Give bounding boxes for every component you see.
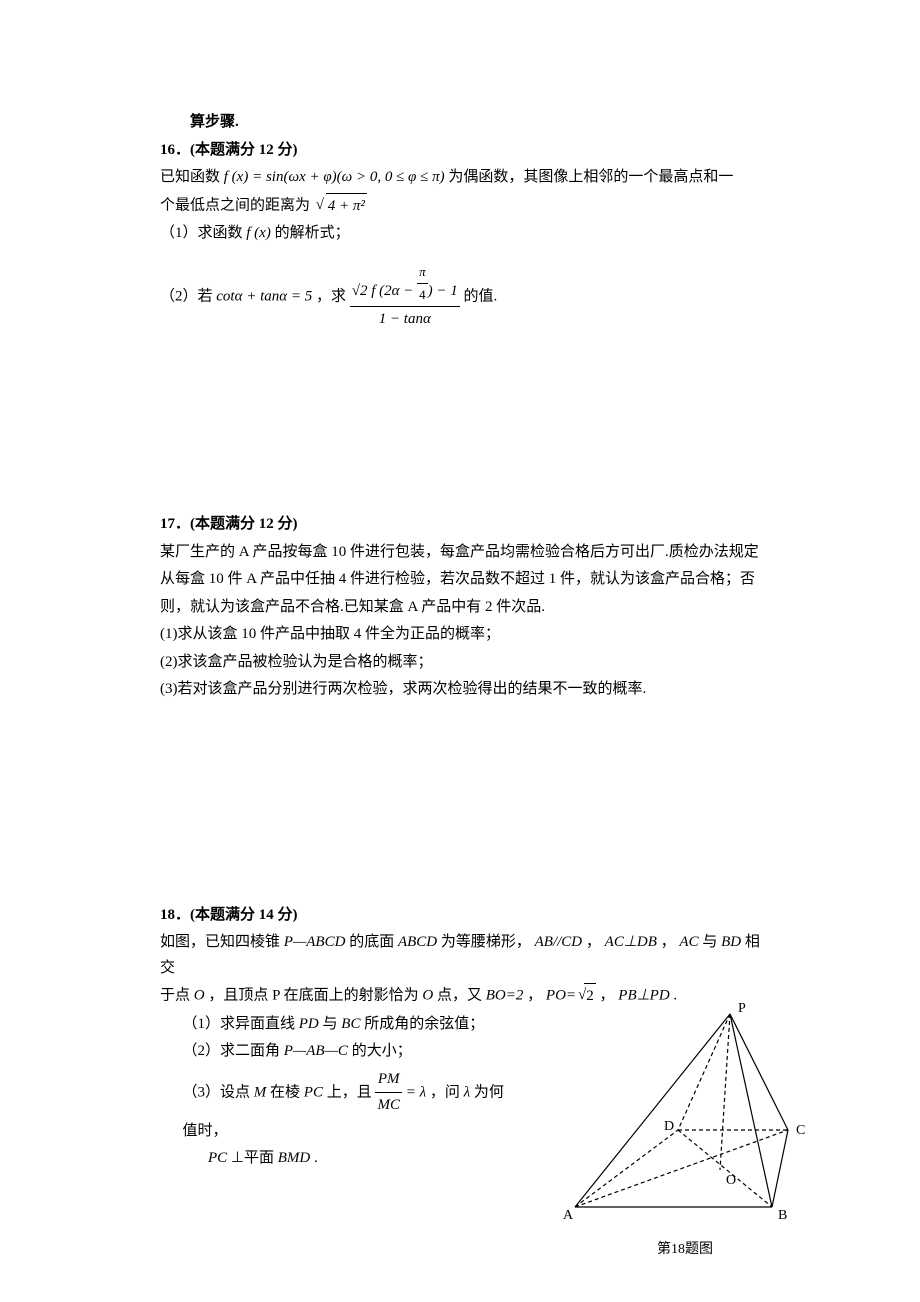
t: 于点: [160, 988, 194, 1004]
t: AC⊥DB: [605, 934, 657, 950]
q18-body-with-figure: （1）求异面直线 PD 与 BC 所成角的余弦值； （2）求二面角 P—AB—C…: [160, 1012, 760, 1172]
pi-over-4-den: 4: [417, 284, 428, 306]
t: 的底面: [349, 934, 398, 950]
q17-l2: 从每盒 10 件 A 产品中任抽 4 件进行检验，若次品数不超过 1 件，就认为…: [160, 567, 760, 593]
t: 在棱: [270, 1084, 304, 1100]
t: PD: [299, 1016, 319, 1032]
pi-over-4: π4: [417, 261, 428, 306]
q18-figure-caption: 第18题图: [560, 1238, 810, 1262]
q18-p4: PC ⊥平面 BMD .: [160, 1146, 510, 1172]
t: BMD: [278, 1150, 311, 1166]
exam-page: 算步骤. 16．(本题满分 12 分) 已知函数 f (x) = sin(ωx …: [0, 0, 920, 1234]
t: 与: [702, 934, 721, 950]
t: λ: [464, 1084, 471, 1100]
q16-p1-post: 的解析式；: [275, 225, 350, 241]
t: BO=2: [486, 988, 524, 1004]
t: 与: [323, 1016, 342, 1032]
q18-heading: 18．(本题满分 14 分): [160, 903, 760, 929]
q16-fx-def: f (x) = sin(ωx + φ)(ω > 0, 0 ≤ φ ≤ π): [224, 169, 445, 185]
q16-num-b: ) − 1: [428, 283, 458, 299]
sqrt-4-plus-pi2: 4 + π²: [314, 193, 367, 220]
t: .: [314, 1150, 318, 1166]
t: PC: [208, 1150, 227, 1166]
q16-line1: 已知函数 f (x) = sin(ωx + φ)(ω > 0, 0 ≤ φ ≤ …: [160, 165, 760, 191]
q16-part2: （2）若 cotα + tanα = 5 ，求 √2 f (2α − π4) −…: [160, 261, 760, 333]
t: AB//CD: [535, 934, 583, 950]
t: ⊥平面: [231, 1150, 278, 1166]
q17-p1: (1)求从该盒 10 件产品中抽取 4 件全为正品的概率；: [160, 622, 760, 648]
t: ABCD: [398, 934, 437, 950]
q17-heading: 17．(本题满分 12 分): [160, 512, 760, 538]
t: 如图，已知四棱锥: [160, 934, 284, 950]
t: 所成角的余弦值；: [364, 1016, 484, 1032]
t: BD: [721, 934, 741, 950]
t: ，问: [430, 1084, 464, 1100]
q16-line1-pre: 已知函数: [160, 169, 224, 185]
q16-line1-post: 为偶函数，其图像上相邻的一个最高点和一: [448, 169, 733, 185]
q16-p2-lhs: cotα + tanα = 5: [216, 288, 312, 304]
t: O: [422, 988, 433, 1004]
t: M: [254, 1084, 267, 1100]
q16-den: 1 − tanα: [350, 307, 460, 333]
t: = λ: [406, 1084, 426, 1100]
svg-text:A: A: [563, 1208, 574, 1223]
q16-p1-pre: （1）求函数: [160, 225, 246, 241]
pi-over-4-num: π: [417, 261, 428, 284]
q16-p2-post: 的值.: [464, 288, 498, 304]
q18-p3: （3）设点 M 在棱 PC 上，且 PM MC = λ ，问 λ 为何值时，: [160, 1067, 510, 1145]
t: PM: [375, 1067, 402, 1094]
q16-line2: 个最低点之间的距离为 4 + π²: [160, 193, 760, 220]
t: （1）求异面直线: [183, 1016, 299, 1032]
t: AC: [679, 934, 698, 950]
svg-text:B: B: [778, 1208, 787, 1223]
q17-l1: 某厂生产的 A 产品按每盒 10 件进行包装，每盒产品均需检验合格后方可出厂.质…: [160, 540, 760, 566]
pm-over-mc: PM MC: [375, 1067, 402, 1119]
q16-main-fraction: √2 f (2α − π4) − 1 1 − tanα: [350, 261, 460, 333]
t: PC: [304, 1084, 323, 1100]
q16-p2-pre: （2）若: [160, 288, 216, 304]
svg-text:P: P: [738, 1002, 746, 1016]
svg-text:C: C: [796, 1123, 805, 1138]
q16-heading: 16．(本题满分 12 分): [160, 138, 760, 164]
t: （3）设点: [183, 1084, 254, 1100]
q18-figure: P A B C D O 第18题图: [560, 1002, 810, 1262]
t: P—ABCD: [284, 934, 346, 950]
q16-p1-fx: f (x): [246, 225, 271, 241]
t: P—AB—C: [284, 1043, 348, 1059]
t: 的大小；: [352, 1043, 412, 1059]
t: ，: [661, 934, 676, 950]
t: ，: [527, 988, 542, 1004]
t: 上，且: [327, 1084, 376, 1100]
continuation-line: 算步骤.: [160, 110, 760, 136]
t: （2）求二面角: [183, 1043, 284, 1059]
t: ，且顶点 P 在底面上的射影恰为: [208, 988, 422, 1004]
t: 点，又: [437, 988, 486, 1004]
pyramid-diagram: P A B C D O: [560, 1002, 810, 1227]
q17-p2: (2)求该盒产品被检验认为是合格的概率；: [160, 650, 760, 676]
q16-part1: （1）求函数 f (x) 的解析式；: [160, 221, 760, 247]
q18-p2: （2）求二面角 P—AB—C 的大小；: [160, 1039, 510, 1065]
t: 为等腰梯形，: [441, 934, 531, 950]
t: MC: [375, 1093, 402, 1119]
svg-text:O: O: [726, 1173, 736, 1188]
t: ，: [586, 934, 601, 950]
q16-num-a: √2 f (2α −: [352, 283, 417, 299]
q17-l3: 则，就认为该盒产品不合格.已知某盒 A 产品中有 2 件次品.: [160, 595, 760, 621]
t: O: [194, 988, 205, 1004]
sqrt-radicand: 4 + π²: [326, 193, 367, 220]
q18-l1: 如图，已知四棱锥 P—ABCD 的底面 ABCD 为等腰梯形， AB//CD ，…: [160, 930, 760, 981]
q16-p2-mid: ，求: [316, 288, 350, 304]
q17-p3: (3)若对该盒产品分别进行两次检验，求两次检验得出的结果不一致的概率.: [160, 677, 760, 703]
q18-p1: （1）求异面直线 PD 与 BC 所成角的余弦值；: [160, 1012, 510, 1038]
svg-text:D: D: [664, 1119, 674, 1134]
q16-line2-pre: 个最低点之间的距离为: [160, 197, 310, 213]
t: BC: [341, 1016, 360, 1032]
